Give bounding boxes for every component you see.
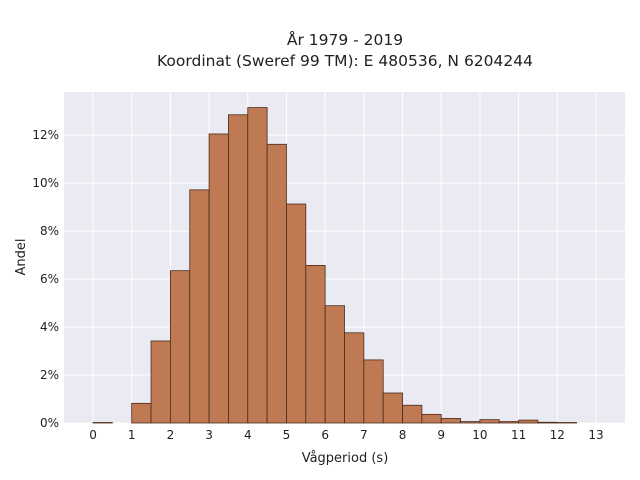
y-tick-label: 6% bbox=[40, 272, 59, 286]
x-tick-labels: 0 1 2 3 4 5 6 7 8 9 10 11 12 13 bbox=[89, 428, 603, 442]
chart-title-line2: Koordinat (Sweref 99 TM): E 480536, N 62… bbox=[157, 52, 533, 70]
x-tick-label: 7 bbox=[360, 428, 368, 442]
x-tick-label: 2 bbox=[167, 428, 175, 442]
histogram-bar bbox=[363, 359, 384, 424]
x-tick-label: 12 bbox=[550, 428, 565, 442]
histogram-bar bbox=[150, 340, 171, 424]
histogram-bar bbox=[286, 203, 307, 424]
bars-group bbox=[92, 107, 578, 424]
x-tick-label: 13 bbox=[588, 428, 603, 442]
histogram-bar bbox=[208, 133, 229, 424]
histogram-bar bbox=[498, 421, 520, 424]
y-tick-label: 12% bbox=[32, 128, 59, 142]
x-tick-label: 6 bbox=[321, 428, 329, 442]
histogram-bar bbox=[421, 413, 442, 424]
y-tick-label: 10% bbox=[32, 176, 59, 190]
histogram-bar bbox=[344, 332, 365, 424]
histogram-bar bbox=[324, 305, 345, 424]
x-tick-label: 5 bbox=[283, 428, 291, 442]
histogram-bar bbox=[131, 402, 152, 424]
x-tick-label: 11 bbox=[511, 428, 526, 442]
chart-title-line1: År 1979 - 2019 bbox=[287, 30, 403, 49]
histogram-bar bbox=[189, 189, 210, 424]
histogram-bar bbox=[460, 421, 481, 424]
histogram-bar bbox=[382, 392, 403, 424]
histogram-bar bbox=[247, 107, 268, 424]
histogram-bar bbox=[228, 114, 249, 424]
histogram-bar bbox=[266, 143, 287, 424]
histogram-bar bbox=[305, 265, 326, 424]
histogram-bar bbox=[440, 418, 461, 424]
histogram-bar bbox=[479, 419, 500, 424]
y-axis-label: Andel bbox=[14, 239, 29, 276]
y-tick-label: 0% bbox=[40, 416, 59, 430]
y-tick-label: 4% bbox=[40, 320, 59, 334]
x-tick-label: 3 bbox=[205, 428, 213, 442]
x-axis-label: Vågperiod (s) bbox=[302, 451, 389, 466]
y-tick-label: 2% bbox=[40, 368, 59, 382]
histogram-bar bbox=[518, 419, 539, 424]
histogram-bar bbox=[169, 270, 191, 424]
x-tick-label: 10 bbox=[472, 428, 487, 442]
histogram-bar bbox=[402, 404, 423, 424]
x-tick-label: 4 bbox=[244, 428, 252, 442]
x-tick-label: 1 bbox=[128, 428, 136, 442]
x-tick-label: 0 bbox=[89, 428, 97, 442]
y-tick-label: 8% bbox=[40, 224, 59, 238]
x-tick-label: 9 bbox=[437, 428, 445, 442]
x-tick-label: 8 bbox=[399, 428, 407, 442]
histogram-bar bbox=[537, 421, 558, 424]
y-tick-labels: 0% 2% 4% 6% 8% 10% 12% bbox=[32, 128, 59, 430]
